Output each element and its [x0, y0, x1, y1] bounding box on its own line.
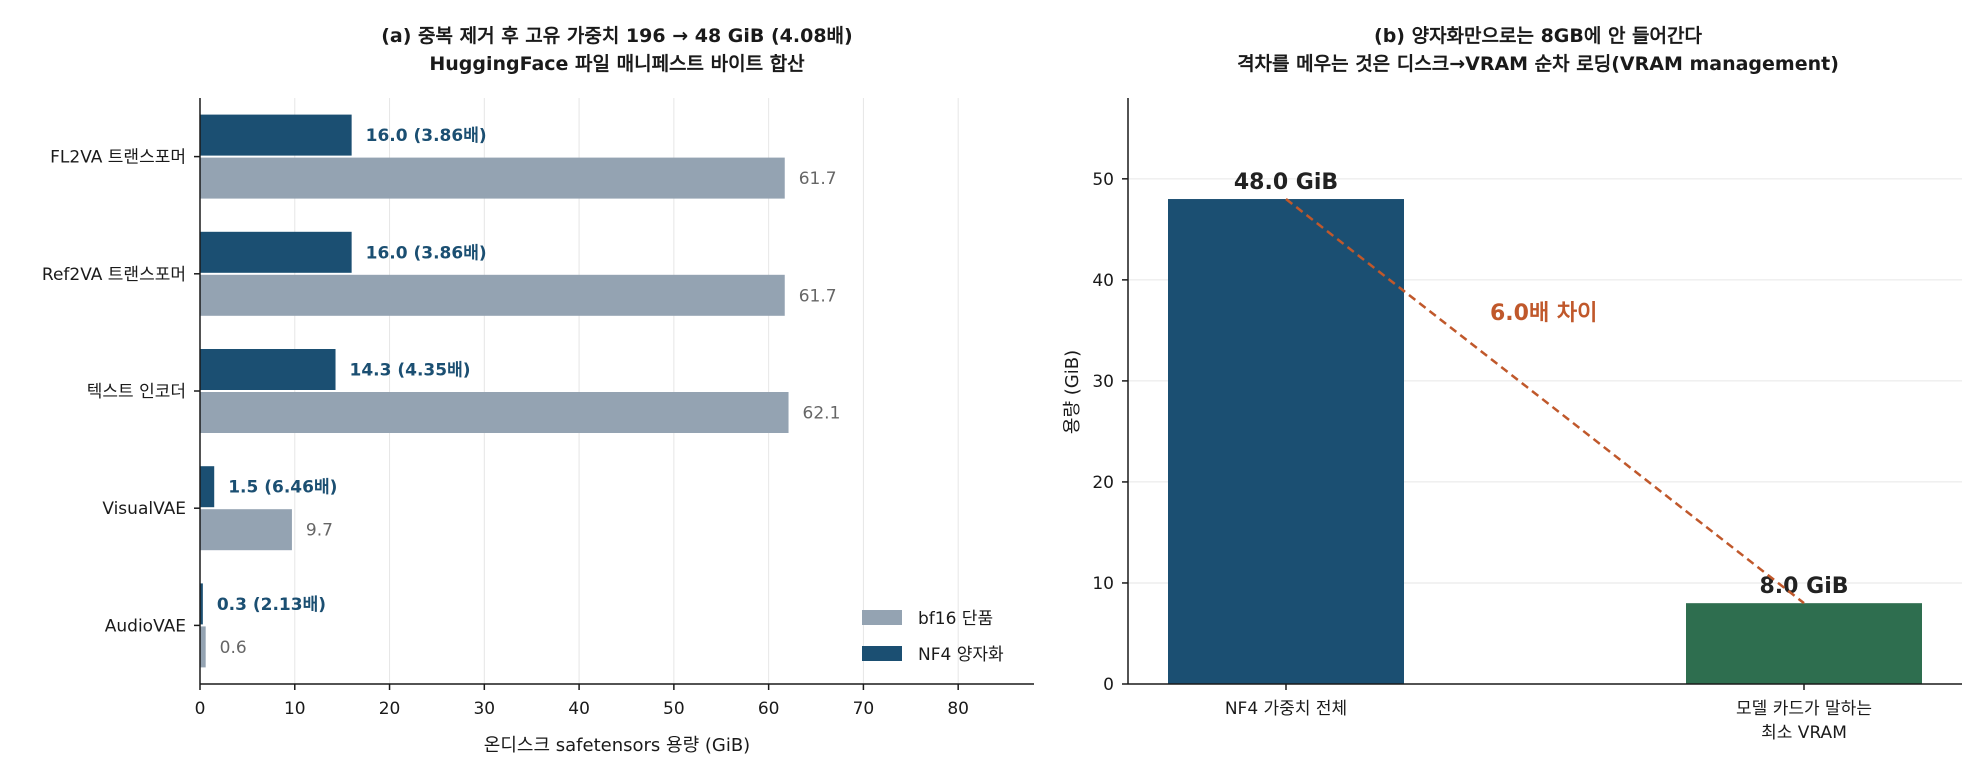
data-label-bf16: 62.1 [803, 404, 841, 424]
bar-bf16 [200, 157, 785, 199]
bar-nf4 [200, 114, 352, 156]
chart-b-y-label: 용량 (GiB) [1062, 350, 1083, 434]
chart-a-x-tick-label: 20 [379, 699, 401, 719]
chart-a-category-label: FL2VA 트랜스포머 [50, 148, 186, 168]
chart-a-x-tick-label: 10 [284, 699, 306, 719]
chart-a-x-tick-label: 70 [853, 699, 875, 719]
chart-a-x-ticks: 0 10 20 30 40 50 60 70 80 [195, 684, 969, 719]
data-label-bf16: 61.7 [799, 286, 837, 306]
chart-b-y-ticks: 0 10 20 30 40 50 [1092, 170, 1128, 695]
bar-value-label: 48.0 GiB [1234, 170, 1338, 195]
gap-connector-line [1285, 198, 1805, 605]
chart-a-x-tick-label: 40 [568, 699, 590, 719]
chart-b-y-tick-label: 50 [1092, 170, 1114, 190]
chart-a-x-tick-label: 0 [195, 699, 206, 719]
chart-b-category-label: 모델 카드가 말하는 [1736, 699, 1872, 719]
chart-b-subtitle: 격차를 메우는 것은 디스크→VRAM 순차 로딩(VRAM managemen… [1237, 53, 1839, 75]
chart-b-annotation: 6.0배 차이 [1285, 198, 1805, 605]
chart-a-category-label: VisualVAE [102, 499, 186, 519]
chart-a-title: (a) 중복 제거 후 고유 가중치 196 → 48 GiB (4.08배) [381, 25, 852, 47]
chart-b-category-label: NF4 가중치 전체 [1225, 699, 1347, 719]
panel-b: (b) 양자화만으로는 8GB에 안 들어간다 격차를 메우는 것은 디스크→V… [1062, 25, 1962, 743]
legend-swatch-nf4 [862, 646, 902, 661]
bar-nf4 [200, 583, 203, 625]
data-label-nf4: 16.0 (3.86배) [366, 243, 487, 263]
bar-nf4 [200, 466, 215, 508]
chart-a-category-label: 텍스트 인코더 [87, 382, 186, 402]
data-label-nf4: 1.5 (6.46배) [228, 478, 337, 498]
bar-nf4 [200, 349, 336, 390]
panel-a: (a) 중복 제거 후 고유 가중치 196 → 48 GiB (4.08배) … [42, 25, 1034, 756]
chart-a-x-tick-label: 50 [663, 699, 685, 719]
bar-bf16 [200, 509, 292, 551]
legend-swatch-bf16 [862, 610, 902, 625]
chart-b-category-label: 최소 VRAM [1761, 723, 1847, 743]
chart-b-y-tick-label: 10 [1092, 574, 1114, 594]
data-label-bf16: 9.7 [306, 521, 333, 541]
chart-b-title: (b) 양자화만으로는 8GB에 안 들어간다 [1374, 25, 1702, 47]
data-label-nf4: 0.3 (2.13배) [217, 595, 326, 615]
data-label-nf4: 14.3 (4.35배) [350, 361, 471, 381]
chart-b-y-tick-label: 40 [1092, 271, 1114, 291]
bar-bf16 [200, 274, 785, 316]
bar-bf16 [200, 392, 789, 433]
chart-a-x-label: 온디스크 safetensors 용량 (GiB) [484, 735, 750, 756]
chart-b-y-tick-label: 30 [1092, 372, 1114, 392]
bar-value [1168, 199, 1404, 684]
bar-nf4 [200, 231, 352, 273]
legend-label-bf16: bf16 단품 [918, 609, 993, 629]
chart-a-x-tick-label: 30 [473, 699, 495, 719]
chart-a-bars [200, 114, 789, 668]
data-label-nf4: 16.0 (3.86배) [366, 126, 487, 146]
chart-a-category-label: AudioVAE [105, 616, 186, 636]
chart-a-x-tick-label: 80 [947, 699, 969, 719]
bar-value-label: 8.0 GiB [1760, 574, 1849, 599]
bar-value [1686, 603, 1922, 684]
chart-b-bars: 48.0 GiB 8.0 GiB [1168, 170, 1922, 684]
data-label-bf16: 61.7 [799, 169, 837, 189]
chart-a-data-labels: 16.0 (3.86배) 61.7 16.0 (3.86배) 61.7 14.3 (4.… [217, 126, 841, 658]
chart-b-y-tick-label: 20 [1092, 473, 1114, 493]
chart-b-y-tick-label: 0 [1103, 675, 1114, 695]
chart-a-x-tick-label: 60 [758, 699, 780, 719]
legend-label-nf4: NF4 양자화 [918, 645, 1004, 665]
data-label-bf16: 0.6 [220, 638, 247, 658]
gap-annotation-label: 6.0배 차이 [1490, 301, 1597, 326]
chart-a-legend: bf16 단품 NF4 양자화 [862, 609, 1004, 665]
chart-a-category-label: Ref2VA 트랜스포머 [42, 265, 186, 285]
bar-bf16 [200, 626, 206, 668]
chart-a-subtitle: HuggingFace 파일 매니페스트 바이트 합산 [429, 53, 805, 75]
